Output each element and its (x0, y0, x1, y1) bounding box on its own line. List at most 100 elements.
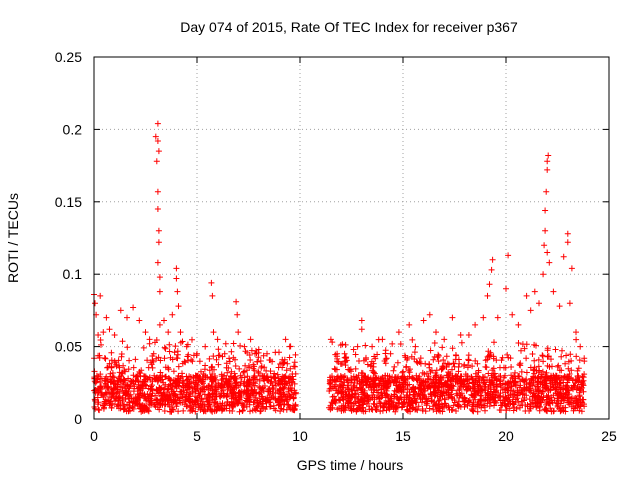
data-point (251, 373, 258, 380)
data-point (514, 395, 521, 402)
data-point (155, 390, 162, 397)
data-point (237, 342, 244, 349)
data-point (331, 397, 337, 404)
data-point (432, 401, 439, 408)
data-point (453, 390, 460, 397)
data-point (260, 352, 267, 359)
data-point (449, 406, 456, 413)
data-point (112, 359, 118, 366)
data-point (213, 356, 220, 363)
data-point (290, 363, 297, 370)
data-point (149, 364, 156, 371)
data-point (166, 348, 173, 355)
data-point (331, 365, 338, 372)
data-point-peak (286, 343, 293, 350)
data-point (232, 363, 239, 369)
data-point (402, 354, 409, 361)
data-point (570, 400, 577, 407)
data-point (490, 355, 497, 362)
data-point (558, 353, 565, 360)
data-point (209, 378, 216, 385)
data-point (568, 367, 575, 374)
data-point (431, 389, 438, 396)
data-point (435, 352, 442, 359)
data-point-peak (210, 329, 217, 336)
data-point (339, 341, 346, 348)
data-point (556, 405, 563, 412)
data-point (161, 344, 168, 351)
data-point (503, 407, 510, 414)
data-point (426, 383, 433, 390)
data-point (420, 386, 427, 393)
data-point (442, 380, 449, 387)
data-point (507, 355, 514, 362)
data-point (250, 375, 257, 382)
data-point (219, 375, 226, 382)
data-point (554, 375, 561, 382)
data-point (202, 408, 209, 415)
data-point (531, 357, 538, 364)
data-point (413, 358, 420, 365)
grid (94, 57, 609, 419)
data-point (215, 346, 222, 353)
data-point (426, 405, 433, 412)
data-point (341, 373, 348, 379)
data-point (432, 370, 439, 376)
data-point (255, 368, 262, 375)
data-point (252, 394, 259, 401)
data-point (241, 374, 248, 381)
data-point (223, 364, 230, 371)
data-point (531, 370, 538, 377)
data-point (250, 365, 257, 372)
data-point (575, 365, 582, 372)
data-point (374, 351, 381, 358)
data-point (287, 365, 294, 372)
data-point (511, 391, 518, 398)
data-point (569, 395, 576, 402)
data-point (151, 372, 158, 379)
data-point (244, 395, 251, 402)
data-point (366, 381, 373, 387)
data-point-peak (234, 311, 241, 318)
data-point (382, 384, 389, 391)
data-point (381, 401, 388, 408)
data-point (498, 407, 504, 414)
data-point (210, 399, 217, 406)
data-point (260, 384, 266, 391)
data-point (393, 378, 400, 385)
data-point (344, 376, 351, 383)
data-point (102, 355, 109, 362)
data-point-peak (272, 349, 279, 356)
data-point (521, 345, 528, 352)
data-point-peak (449, 314, 456, 321)
data-point (329, 339, 336, 346)
data-point-peak (173, 275, 180, 282)
data-point (214, 404, 221, 411)
data-point (534, 395, 541, 402)
data-point-peak (426, 311, 433, 318)
data-point (177, 388, 184, 395)
data-point-peak (95, 332, 102, 338)
data-point (450, 375, 457, 382)
data-point (126, 357, 133, 364)
data-point (189, 407, 196, 414)
data-point-peak (544, 249, 551, 256)
data-point (352, 365, 359, 372)
data-point (134, 400, 141, 407)
data-point (539, 353, 546, 360)
data-point (192, 408, 199, 415)
data-point (431, 340, 438, 346)
data-point (526, 380, 533, 387)
data-point (559, 347, 565, 354)
data-point (493, 376, 500, 383)
data-point (335, 387, 342, 394)
data-point (370, 384, 377, 390)
data-point-peak (154, 206, 161, 212)
data-point (232, 394, 239, 401)
data-point (98, 375, 105, 382)
data-point-peak (150, 350, 157, 357)
data-point (449, 387, 456, 394)
data-point (423, 402, 430, 409)
data-point (208, 373, 214, 380)
